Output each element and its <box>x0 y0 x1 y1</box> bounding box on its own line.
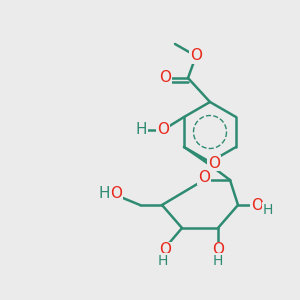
Text: O: O <box>251 197 263 212</box>
Text: O: O <box>212 242 224 257</box>
Text: O: O <box>157 122 169 137</box>
Text: O: O <box>190 49 202 64</box>
Text: O: O <box>198 169 210 184</box>
Text: O: O <box>110 187 122 202</box>
Text: H: H <box>263 203 273 217</box>
Text: O: O <box>159 70 171 86</box>
Text: H: H <box>213 254 223 268</box>
Text: H: H <box>98 187 110 202</box>
Text: H: H <box>158 254 168 268</box>
Text: O: O <box>159 242 171 257</box>
Text: O: O <box>208 155 220 170</box>
Text: H: H <box>135 122 147 137</box>
